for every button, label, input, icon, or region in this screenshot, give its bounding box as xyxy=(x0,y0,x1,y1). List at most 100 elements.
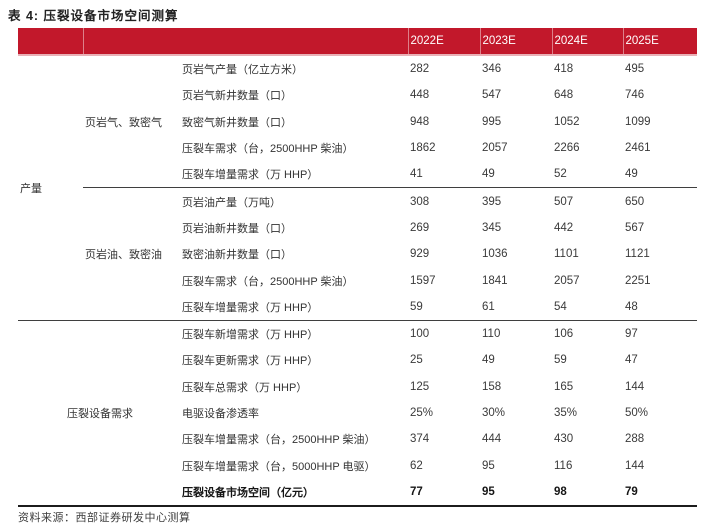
group-cell: 压裂设备需求 xyxy=(18,319,180,507)
value-cell-2023E: 2057 xyxy=(482,142,508,155)
metric-cell: 页岩油新井数量（口） xyxy=(182,222,292,235)
metric-cell: 页岩油产量（万吨） xyxy=(180,187,408,215)
value-cell-2025E: 47 xyxy=(625,354,638,367)
table-row: 压裂设备市场空间（亿元） 77 95 98 79 xyxy=(18,479,697,506)
table-row: 产量 页岩气、致密气 页岩气产量（亿立方米） 282 346 418 495 xyxy=(18,55,697,195)
value-cell-2023E: 547 xyxy=(482,89,502,102)
value-cell-2022E: 282 xyxy=(410,63,430,76)
value-cell-2023E: 395 xyxy=(480,187,552,215)
value-cell-2025E: 97 xyxy=(623,319,697,348)
value-cell-2023E: 49 xyxy=(482,354,495,367)
metric-cell: 压裂车增量需求（万 HHP） xyxy=(182,301,319,314)
metric-cell: 页岩气新井数量（口） xyxy=(182,90,292,103)
table-row: 压裂车增量需求（台，2500HHP 柴油） 374 444 430 288 xyxy=(18,426,697,452)
value-cell-2024E: 54 xyxy=(554,300,567,313)
value-cell-2023E: 345 xyxy=(482,221,502,234)
value-cell-2023E: 1841 xyxy=(482,274,508,287)
value-cell-2024E: 116 xyxy=(554,459,573,472)
year-header-2023: 2023E xyxy=(479,28,552,56)
value-cell-2024E: 59 xyxy=(554,354,567,367)
value-cell-2025E: 567 xyxy=(625,221,645,234)
value-cell-2025E: 2251 xyxy=(625,274,651,287)
header-corner-cell-right xyxy=(82,28,408,56)
table-row: 页岩油新井数量（口） 269 345 442 567 xyxy=(18,215,697,241)
table-row: 电驱设备渗透率 25% 30% 35% 50% xyxy=(18,400,697,426)
value-cell-2025E: 746 xyxy=(625,89,645,102)
value-cell-2023E: 1036 xyxy=(482,248,508,261)
table-row: 页岩气新井数量（口） 448 547 648 746 xyxy=(18,82,697,108)
value-cell-2023E: 995 xyxy=(482,115,502,128)
value-cell-2024E: 430 xyxy=(554,433,574,446)
value-cell-2024E: 165 xyxy=(554,380,574,393)
value-cell-2023E: 444 xyxy=(482,433,502,446)
value-cell-2022E: 25% xyxy=(410,407,434,419)
value-cell-2022E: 374 xyxy=(410,433,430,446)
value-cell-2025E: 1099 xyxy=(625,115,651,128)
metric-cell: 压裂车新增需求（万 HHP） xyxy=(180,319,408,348)
table-row: 压裂车总需求（万 HHP） 125 158 165 144 xyxy=(18,374,697,400)
value-cell-2023E: 95 xyxy=(482,459,495,472)
value-cell-2023E: 30% xyxy=(482,407,506,419)
value-cell-2025E: 50% xyxy=(625,407,649,419)
metric-cell: 压裂车需求（台，2500HHP 柴油） xyxy=(182,275,354,288)
value-cell-2022E: 1862 xyxy=(410,142,436,155)
value-cell-2024E: 2057 xyxy=(554,274,580,287)
value-cell-2024E: 442 xyxy=(554,221,574,234)
value-cell-2025E: 144 xyxy=(625,459,645,472)
value-cell-2024E: 1052 xyxy=(554,115,580,128)
value-cell-2025E: 1121 xyxy=(625,248,650,261)
value-cell-2024E: 507 xyxy=(552,187,623,215)
value-cell-2022E: 448 xyxy=(410,89,430,102)
metric-cell: 压裂车更新需求（万 HHP） xyxy=(182,355,319,368)
table-title: 表 4: 压裂设备市场空间测算 xyxy=(8,9,179,23)
value-cell-2023E: 95 xyxy=(482,485,495,498)
subgroup-cell: 页岩油、致密油 xyxy=(83,187,180,321)
value-cell-2023E: 61 xyxy=(482,300,495,313)
value-cell-2025E: 144 xyxy=(625,380,645,393)
table-row: 致密油新井数量（口） 929 1036 1101 1121 xyxy=(18,241,697,267)
table-row: 压裂车更新需求（万 HHP） 25 49 59 47 xyxy=(18,347,697,373)
value-cell-2024E: 98 xyxy=(554,485,567,498)
value-cell-2024E: 1101 xyxy=(554,248,579,261)
value-cell-2022E: 100 xyxy=(408,319,480,348)
table-row: 压裂车增量需求（台，5000HHP 电驱） 62 95 116 144 xyxy=(18,452,697,478)
value-cell-2023E: 346 xyxy=(482,63,502,76)
value-cell-2024E: 648 xyxy=(554,89,574,102)
metric-cell: 压裂车总需求（万 HHP） xyxy=(182,381,308,394)
value-cell-2022E: 948 xyxy=(410,115,430,128)
metric-cell: 致密油新井数量（口） xyxy=(182,249,292,262)
year-header-2025: 2025E xyxy=(622,28,697,56)
value-cell-2022E: 1597 xyxy=(410,274,436,287)
metric-cell: 压裂车增量需求（台，5000HHP 电驱） xyxy=(182,460,376,473)
value-cell-2022E: 269 xyxy=(410,221,430,234)
value-cell-2025E: 2461 xyxy=(625,142,651,155)
metric-cell: 压裂车增量需求（台，2500HHP 柴油） xyxy=(182,434,376,447)
table-row: 压裂车增量需求（万 HHP） 41 49 52 49 xyxy=(18,161,697,188)
value-cell-2023E: 49 xyxy=(482,168,495,181)
metric-cell: 压裂车需求（台，2500HHP 柴油） xyxy=(182,143,354,156)
value-cell-2022E: 125 xyxy=(410,380,430,393)
value-cell-2022E: 25 xyxy=(410,354,423,367)
subgroup-cell: 页岩气、致密气 xyxy=(85,116,162,129)
metric-cell: 页岩气产量（亿立方米） xyxy=(182,64,303,77)
source-note: 资料来源：西部证券研发中心测算 xyxy=(18,512,191,524)
value-cell-2024E: 106 xyxy=(552,319,623,348)
value-cell-2022E: 41 xyxy=(410,168,423,181)
metric-cell: 压裂车增量需求（万 HHP） xyxy=(182,169,319,182)
table-header-row: 2022E 2023E 2024E 2025E xyxy=(18,28,697,56)
value-cell-2025E: 79 xyxy=(625,485,638,498)
group-cell: 产量 xyxy=(20,182,42,195)
metric-cell: 电驱设备渗透率 xyxy=(182,408,259,420)
value-cell-2025E: 48 xyxy=(625,300,638,313)
value-cell-2024E: 2266 xyxy=(554,142,580,155)
value-cell-2024E: 52 xyxy=(554,168,567,181)
value-cell-2024E: 418 xyxy=(554,63,574,76)
value-cell-2022E: 62 xyxy=(410,459,423,472)
value-cell-2022E: 77 xyxy=(410,485,423,498)
table-body: 产量 页岩气、致密气 页岩气产量（亿立方米） 282 346 418 495 页岩气新井数量（… xyxy=(18,55,697,507)
year-header-2022: 2022E xyxy=(407,28,480,56)
table-row: 页岩油、致密油 页岩油产量（万吨） 308 395 507 650 xyxy=(18,187,697,321)
table-row: 压裂车需求（台，2500HHP 柴油） 1862 2057 2266 2461 xyxy=(18,135,697,161)
table-row: 压裂设备需求 压裂车新增需求（万 HHP） 100 110 106 97 xyxy=(18,319,697,507)
